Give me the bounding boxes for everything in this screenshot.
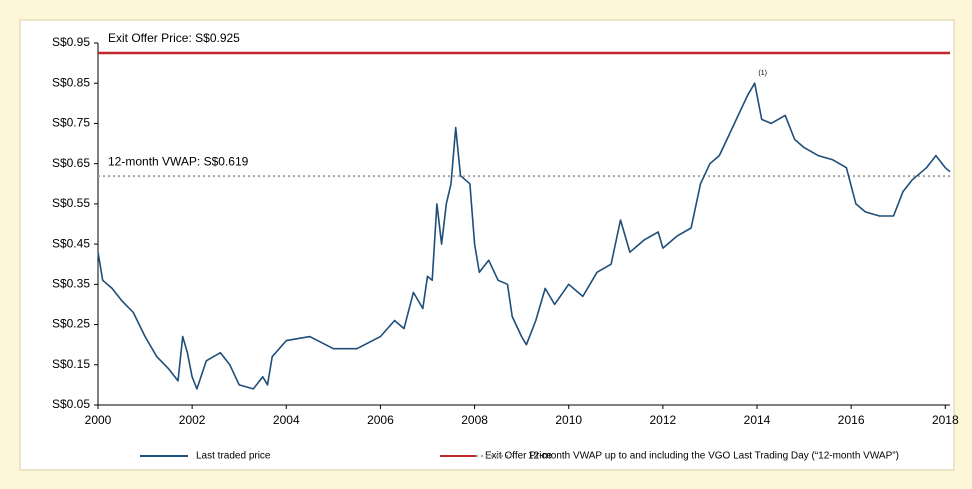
y-tick-label: S$0.85 <box>52 75 90 89</box>
legend-label: 12-month VWAP up to and including the VG… <box>528 451 899 462</box>
x-tick-label: 2004 <box>273 413 300 427</box>
x-tick-label: 2002 <box>179 413 206 427</box>
x-tick-label: 2016 <box>838 413 865 427</box>
legend-label: Last traded price <box>196 451 271 462</box>
x-tick-label: 2000 <box>85 413 112 427</box>
x-tick-label: 2006 <box>367 413 394 427</box>
y-tick-label: S$0.45 <box>52 236 90 250</box>
legend-label: Exit Offer Price <box>485 451 552 462</box>
y-tick-label: S$0.55 <box>52 196 90 210</box>
x-tick-label: 2008 <box>461 413 488 427</box>
x-tick-label: 2012 <box>650 413 677 427</box>
y-tick-label: S$0.75 <box>52 116 90 130</box>
y-tick-label: S$0.35 <box>52 277 90 291</box>
reference-label: 12-month VWAP: S$0.619 <box>108 154 249 168</box>
panel <box>19 19 955 471</box>
y-tick-label: S$0.15 <box>52 357 90 371</box>
y-tick-label: S$0.95 <box>52 35 90 49</box>
x-tick-label: 2014 <box>744 413 771 427</box>
y-tick-label: S$0.65 <box>52 156 90 170</box>
x-tick-label: 2018 <box>932 413 959 427</box>
x-tick-label: 2010 <box>555 413 582 427</box>
annotation: (1) <box>758 70 767 77</box>
y-tick-label: S$0.25 <box>52 317 90 331</box>
price-line <box>97 82 951 390</box>
reference-label: Exit Offer Price: S$0.925 <box>108 31 240 45</box>
y-tick-label: S$0.05 <box>52 397 90 411</box>
